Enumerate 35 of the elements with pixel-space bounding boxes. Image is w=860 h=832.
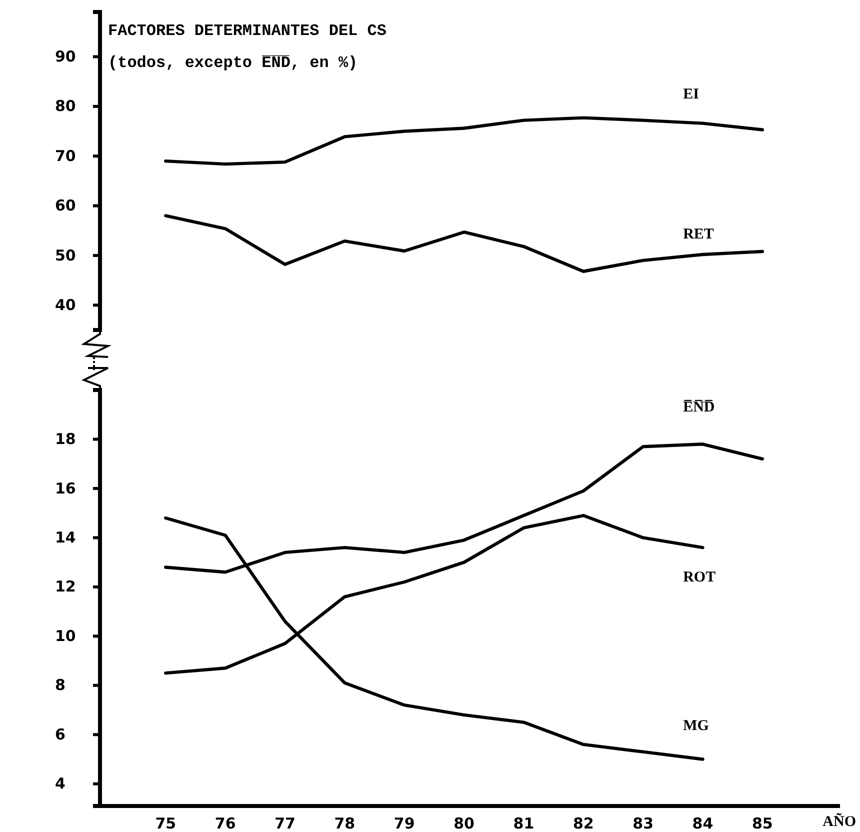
y-tick-label: 90: [55, 48, 76, 66]
series-label: RET: [683, 226, 714, 242]
series-label: EI: [683, 86, 700, 102]
y-tick-label: 18: [55, 430, 76, 448]
x-tick-label: 81: [513, 814, 534, 832]
x-tick-label: 80: [454, 814, 474, 832]
y-tick-label: 70: [55, 146, 76, 165]
y-tick-label: 10: [55, 626, 76, 645]
y-tick-label: 50: [55, 246, 76, 264]
x-tick-label: 79: [394, 814, 415, 832]
line-series: [164, 214, 764, 273]
y-tick-label: 12: [55, 578, 76, 596]
y-tick-label: 8: [55, 676, 66, 694]
x-tick-label: 77: [274, 814, 296, 832]
x-axis-title: AÑO: [822, 813, 856, 830]
x-tick-label: 83: [632, 814, 654, 832]
x-tick-label: 85: [752, 814, 773, 832]
x-tick-label: 76: [214, 814, 236, 832]
series-label: MG: [683, 718, 710, 734]
text: (todos, excepto E̅N̅D̅, en %): [108, 54, 358, 72]
x-tick-label: 82: [572, 814, 594, 832]
y-tick-label: 80: [55, 97, 76, 116]
x-tick-label: 78: [334, 814, 356, 832]
y-tick-label: 6: [55, 725, 66, 744]
y-tick-label: 16: [55, 479, 76, 498]
y-tick-label: 60: [55, 196, 76, 215]
series-label: E̅N̅D̅: [683, 400, 715, 416]
y-tick-label: 14: [55, 528, 76, 546]
y-tick-label: 4: [55, 774, 66, 793]
x-tick-label: 84: [692, 814, 714, 832]
x-tick-label: 75: [155, 814, 176, 832]
y-tick-label: 40: [55, 296, 76, 314]
text: FACTORES DETERMINANTES DEL CS: [108, 22, 387, 40]
series-label: ROT: [683, 570, 716, 586]
line-series: [164, 116, 764, 166]
